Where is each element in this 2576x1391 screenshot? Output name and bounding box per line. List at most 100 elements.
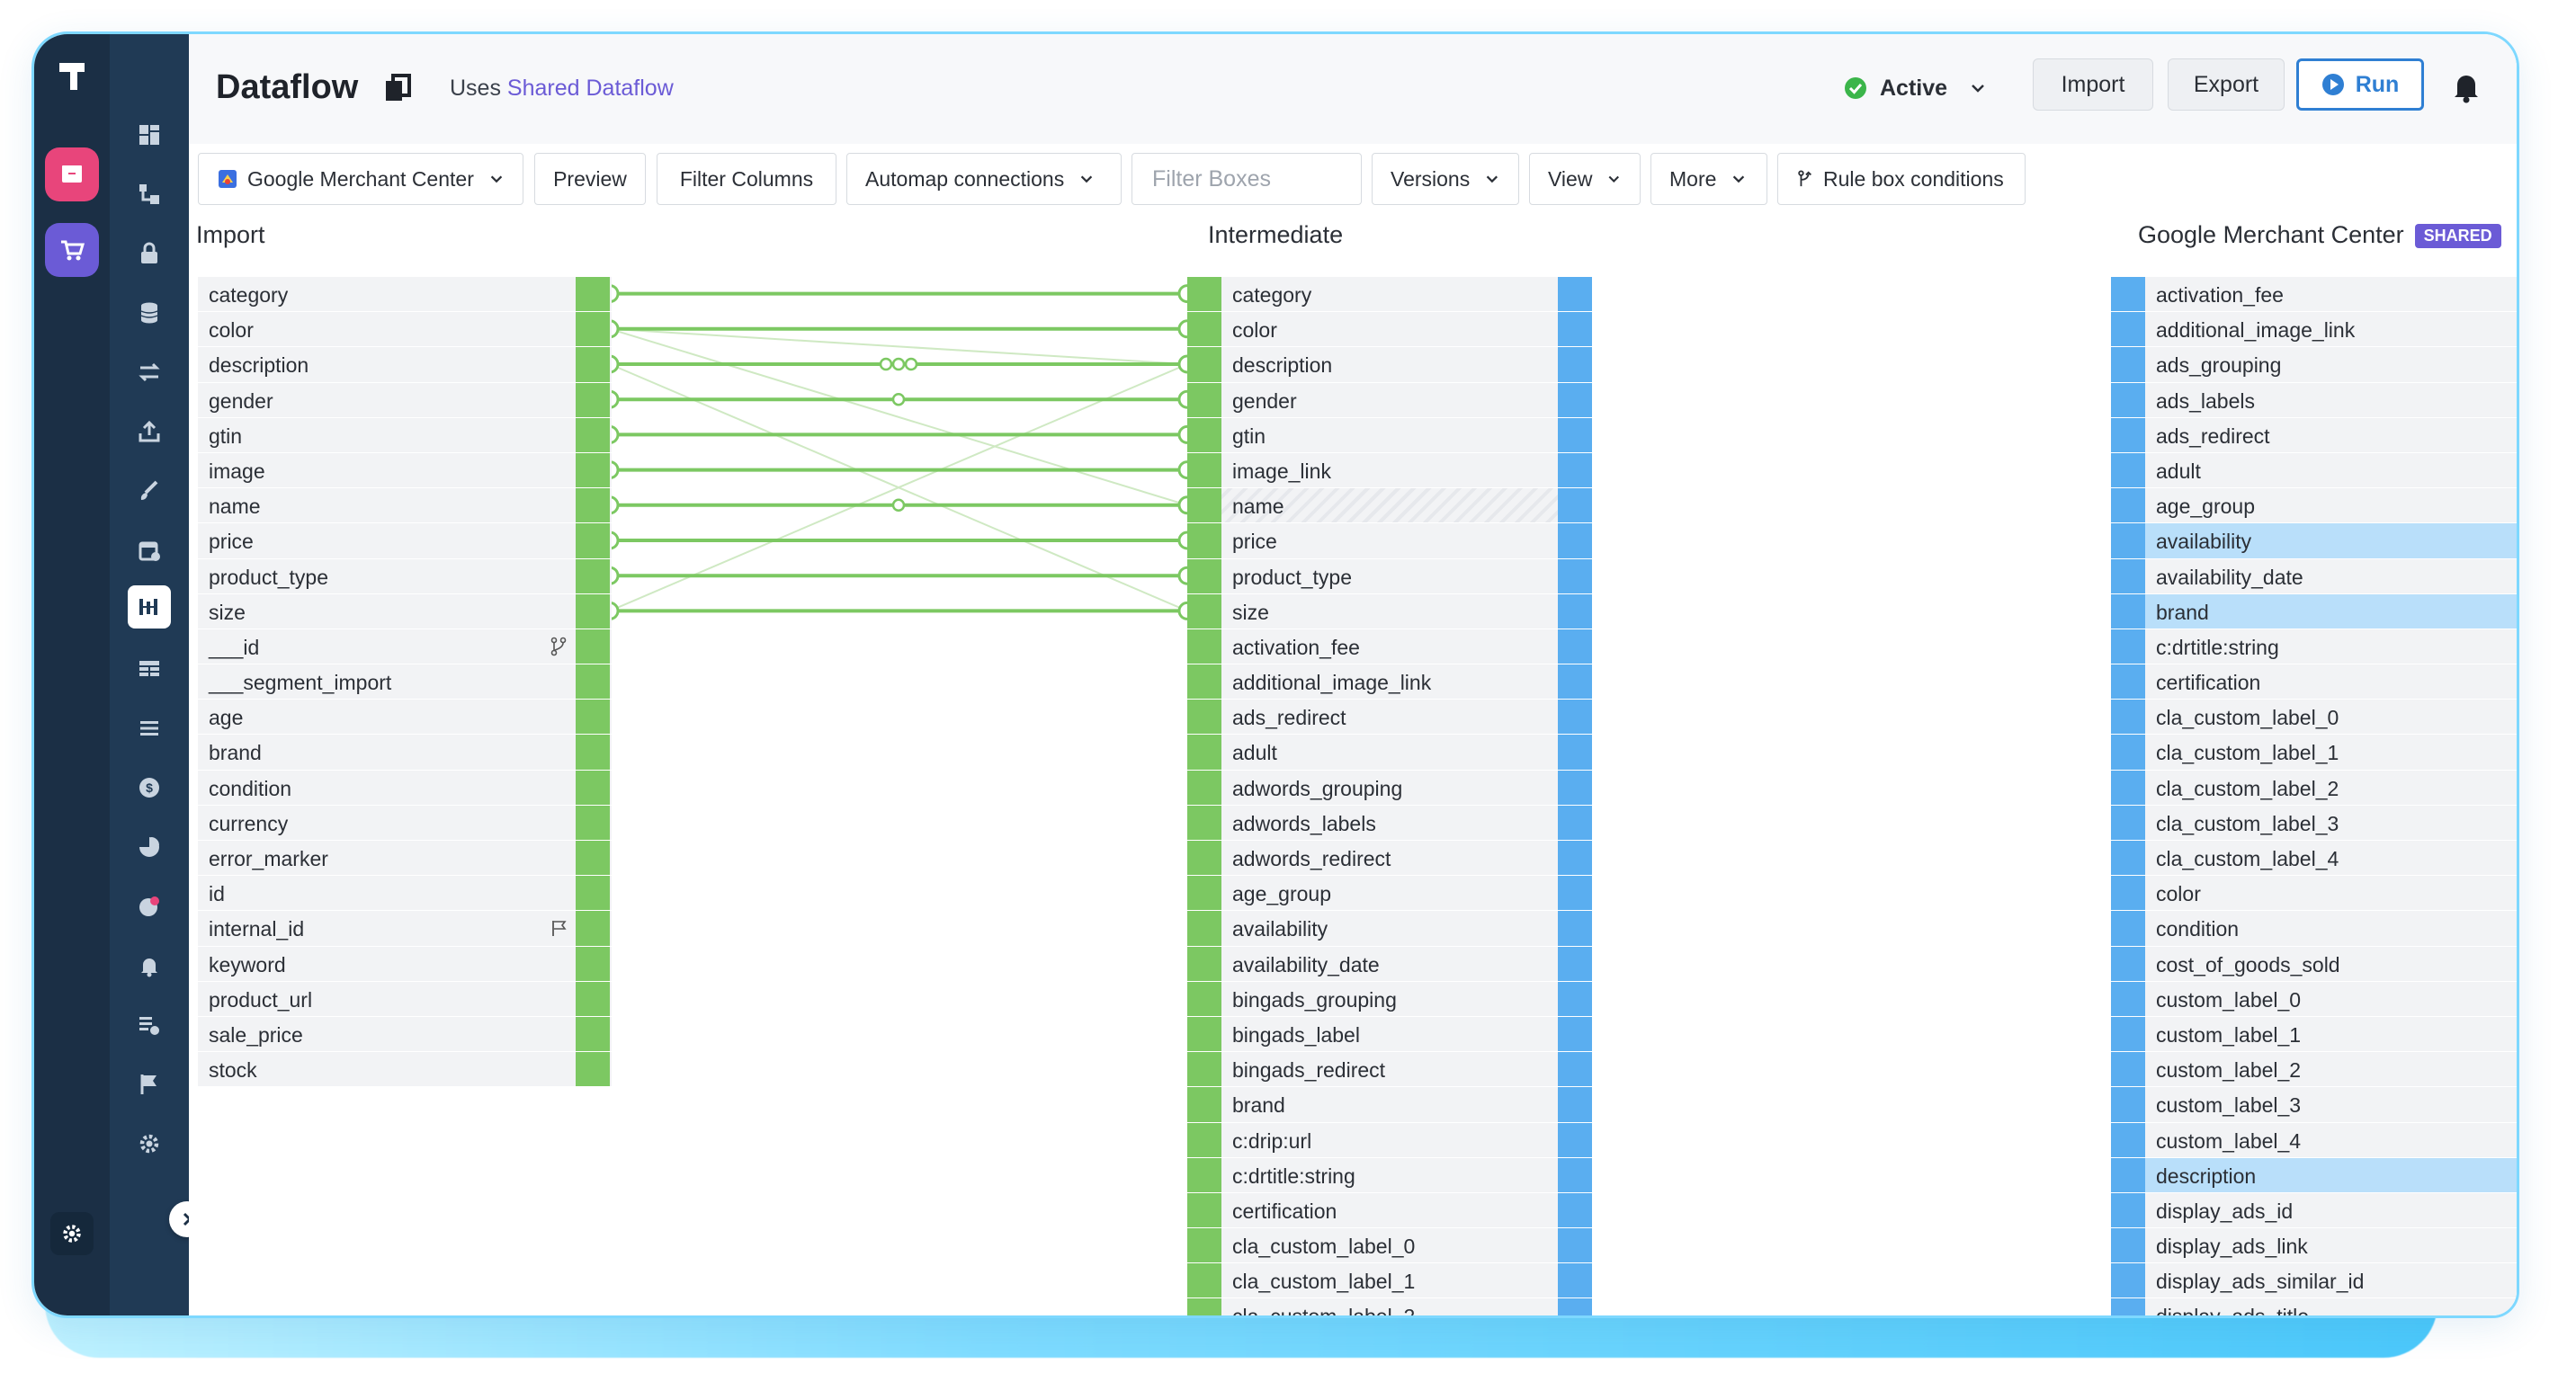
import-field-row[interactable]: condition xyxy=(198,770,612,806)
export-field-row[interactable]: description xyxy=(2111,1157,2517,1193)
nav-flags[interactable] xyxy=(128,1063,171,1106)
connector-out-handle[interactable] xyxy=(1558,911,1592,946)
more-dropdown[interactable]: More xyxy=(1650,153,1767,205)
connector-out-handle[interactable] xyxy=(1558,629,1592,664)
export-field-row[interactable]: custom_label_1 xyxy=(2111,1016,2517,1053)
connector-in-handle[interactable] xyxy=(1187,700,1221,735)
connector-out-handle[interactable] xyxy=(576,1052,610,1087)
filter-columns-button[interactable]: Filter Columns xyxy=(657,153,836,205)
import-field-row[interactable]: age xyxy=(198,700,612,736)
export-field-row[interactable]: adult xyxy=(2111,452,2517,489)
intermediate-field-row[interactable]: description xyxy=(1187,347,1592,383)
intermediate-field-row[interactable]: gtin xyxy=(1187,417,1592,453)
connector-in-handle[interactable] xyxy=(2111,770,2145,805)
export-field-row[interactable]: display_ads_id xyxy=(2111,1192,2517,1229)
intermediate-field-row[interactable]: availability_date xyxy=(1187,946,1592,982)
connector-in-handle[interactable] xyxy=(2111,1298,2145,1315)
connector-out-handle[interactable] xyxy=(576,805,610,840)
connector-in-handle[interactable] xyxy=(1187,1052,1221,1087)
transform-node[interactable] xyxy=(891,498,906,513)
connector-in-handle[interactable] xyxy=(2111,277,2145,312)
connector-in-handle[interactable] xyxy=(2111,1228,2145,1263)
connector-in-handle[interactable] xyxy=(1187,1192,1221,1228)
connector-in-handle[interactable] xyxy=(1187,452,1221,488)
connector-in-handle[interactable] xyxy=(2111,417,2145,452)
connector-out-handle[interactable] xyxy=(1558,593,1592,629)
nav-pricing[interactable]: $ xyxy=(128,766,171,809)
connector-out-handle[interactable] xyxy=(1558,1263,1592,1298)
nav-alerts[interactable] xyxy=(128,944,171,987)
connector-out-handle[interactable] xyxy=(576,911,610,946)
connector-in-handle[interactable] xyxy=(2111,946,2145,981)
connector-in-handle[interactable] xyxy=(1187,911,1221,946)
intermediate-field-row[interactable]: adwords_redirect xyxy=(1187,841,1592,877)
connector-in-handle[interactable] xyxy=(2111,1192,2145,1228)
connector-out-handle[interactable] xyxy=(1558,312,1592,347)
connector-out-handle[interactable] xyxy=(576,558,610,593)
connector-out-handle[interactable] xyxy=(1558,1192,1592,1228)
intermediate-field-row[interactable]: age_group xyxy=(1187,876,1592,912)
export-field-row[interactable]: availability xyxy=(2111,523,2517,559)
connector-out-handle[interactable] xyxy=(576,946,610,981)
flag-icon[interactable] xyxy=(549,918,568,938)
import-field-row[interactable]: gender xyxy=(198,382,612,418)
connector-out-handle[interactable] xyxy=(1558,735,1592,770)
intermediate-field-row[interactable]: bingads_grouping xyxy=(1187,981,1592,1017)
connector-in-handle[interactable] xyxy=(2111,347,2145,382)
connector-out-handle[interactable] xyxy=(576,876,610,911)
rule-box-conditions-button[interactable]: Rule box conditions xyxy=(1777,153,2026,205)
intermediate-field-row[interactable]: certification xyxy=(1187,1192,1592,1229)
app-tile-shopping[interactable] xyxy=(45,223,99,277)
export-field-row[interactable]: activation_fee xyxy=(2111,277,2517,313)
intermediate-field-row[interactable]: size xyxy=(1187,593,1592,629)
connector-in-handle[interactable] xyxy=(1187,1263,1221,1298)
connector-out-handle[interactable] xyxy=(1558,981,1592,1016)
status-dropdown[interactable]: Active xyxy=(1844,70,1987,106)
import-button[interactable]: Import xyxy=(2033,58,2153,111)
import-field-row[interactable]: image xyxy=(198,452,612,489)
nav-analytics[interactable] xyxy=(128,825,171,869)
connector-in-handle[interactable] xyxy=(2111,911,2145,946)
connector-in-handle[interactable] xyxy=(1187,312,1221,347)
connector-in-handle[interactable] xyxy=(2111,1016,2145,1052)
export-field-row[interactable]: cla_custom_label_1 xyxy=(2111,735,2517,771)
export-field-row[interactable]: availability_date xyxy=(2111,558,2517,594)
nav-list[interactable] xyxy=(128,707,171,750)
nav-upload[interactable] xyxy=(128,410,171,453)
import-field-row[interactable]: keyword xyxy=(198,946,612,982)
export-field-row[interactable]: certification xyxy=(2111,664,2517,700)
connector-in-handle[interactable] xyxy=(2111,876,2145,911)
connector-out-handle[interactable] xyxy=(1558,1122,1592,1157)
transform-node[interactable] xyxy=(879,357,893,371)
nav-table[interactable] xyxy=(128,647,171,691)
connector-out-handle[interactable] xyxy=(1558,805,1592,840)
connector-in-handle[interactable] xyxy=(1187,664,1221,700)
connector-out-handle[interactable] xyxy=(1558,770,1592,805)
import-field-row[interactable]: ___segment_import xyxy=(198,664,612,700)
import-field-row[interactable]: price xyxy=(198,523,612,559)
nav-edit[interactable] xyxy=(128,469,171,513)
connector-in-handle[interactable] xyxy=(2111,629,2145,664)
connector-out-handle[interactable] xyxy=(1558,523,1592,558)
export-field-row[interactable]: color xyxy=(2111,876,2517,912)
nav-monitor[interactable] xyxy=(128,885,171,928)
export-field-row[interactable]: c:drtitle:string xyxy=(2111,629,2517,665)
export-field-row[interactable]: cla_custom_label_4 xyxy=(2111,841,2517,877)
connector-in-handle[interactable] xyxy=(1187,488,1221,523)
preview-button[interactable]: Preview xyxy=(534,153,646,205)
connector-in-handle[interactable] xyxy=(1187,1228,1221,1263)
import-field-row[interactable]: error_marker xyxy=(198,841,612,877)
connector-in-handle[interactable] xyxy=(1187,558,1221,593)
connector-out-handle[interactable] xyxy=(1558,488,1592,523)
connector-out-handle[interactable] xyxy=(576,417,610,452)
connector-out-handle[interactable] xyxy=(1558,1052,1592,1087)
nav-settings[interactable] xyxy=(128,1122,171,1165)
intermediate-field-row[interactable]: c:drtitle:string xyxy=(1187,1157,1592,1193)
import-field-row[interactable]: id xyxy=(198,876,612,912)
intermediate-field-row[interactable]: bingads_label xyxy=(1187,1016,1592,1053)
connector-out-handle[interactable] xyxy=(576,664,610,700)
connector-out-handle[interactable] xyxy=(576,312,610,347)
import-field-row[interactable]: name xyxy=(198,488,612,524)
nav-hierarchy[interactable] xyxy=(128,173,171,216)
global-settings-button[interactable] xyxy=(50,1212,94,1255)
